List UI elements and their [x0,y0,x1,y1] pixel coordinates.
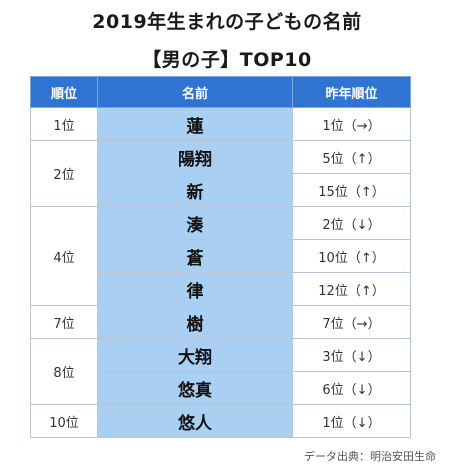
previous-rank-cell: 5位（↑） [292,140,411,174]
table-header-row: 順位 名前 昨年順位 [30,76,411,108]
name-cell: 陽翔 [97,140,293,174]
column-header-previous-rank: 昨年順位 [292,76,411,108]
table-row: 4位 湊 2位（↓） [30,206,411,306]
previous-rank-cell: 12位（↑） [292,272,411,306]
name-cell: 大翔 [97,338,293,372]
page-subtitle: 【男の子】TOP10 [142,49,312,71]
previous-rank-cell: 6位（↓） [292,371,411,405]
table-row: 10位 悠人 1位（↓） [30,404,411,438]
previous-rank-cell: 15位（↑） [292,173,411,207]
previous-rank-cell: 10位（↑） [292,239,411,273]
name-cell: 律 [97,272,293,306]
name-cell: 新 [97,173,293,207]
previous-rank-cell: 7位（→） [292,305,411,339]
rank-cell: 2位 [30,140,98,207]
rank-cell: 7位 [30,305,98,339]
data-source-note: データ出典：明治安田生命 [304,450,436,463]
column-header-rank: 順位 [30,76,98,108]
rank-cell: 10位 [30,404,98,438]
table-row: 悠真 6位（↓） [31,371,411,405]
table-row: 1位 蓮 1位（→） [30,107,411,141]
table-row: 7位 樹 7位（→） [30,305,411,339]
name-cell: 悠人 [97,404,293,438]
previous-rank-cell: 1位（↓） [292,404,411,438]
previous-rank-cell: 3位（↓） [292,338,411,372]
table-row: 律 12位（↑） [31,272,411,306]
column-header-name: 名前 [97,76,293,108]
ranking-table: 順位 名前 昨年順位 1位 蓮 1位（→） 2位 陽翔 5位（↑） 新 15位（… [30,76,411,438]
table-row: 2位 陽翔 5位（↑） [30,140,411,207]
name-cell: 湊 [97,206,293,240]
previous-rank-cell: 1位（→） [292,107,411,141]
table-row: 新 15位（↑） [31,173,411,207]
previous-rank-cell: 2位（↓） [292,206,411,240]
page-title: 2019年生まれの子どもの名前 [92,11,362,33]
rank-cell: 1位 [30,107,98,141]
name-cell: 蓮 [97,107,293,141]
name-cell: 悠真 [97,371,293,405]
rank-cell: 8位 [30,338,98,405]
table-row: 8位 大翔 3位（↓） [30,338,411,405]
rank-cell: 4位 [30,206,98,306]
name-cell: 樹 [97,305,293,339]
name-cell: 蒼 [97,239,293,273]
